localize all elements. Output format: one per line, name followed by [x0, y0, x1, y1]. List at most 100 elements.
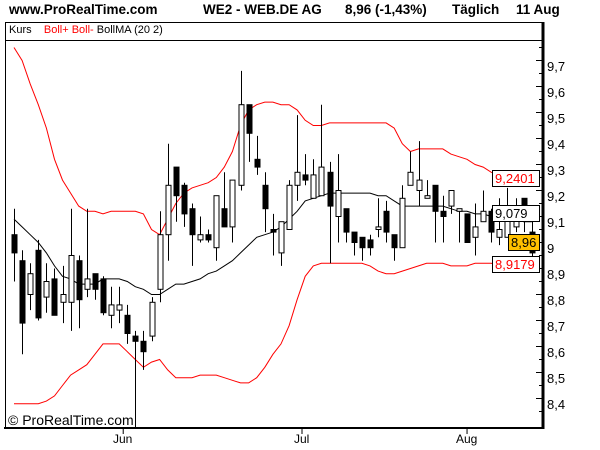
candle-body-up	[496, 229, 503, 238]
candle	[108, 286, 115, 329]
candle	[391, 234, 398, 261]
candle	[424, 180, 431, 199]
candle-body-up	[318, 166, 325, 197]
candle	[132, 330, 139, 428]
y-tick-label: 9	[547, 240, 555, 256]
candle	[149, 297, 156, 342]
candle-body-down	[391, 234, 398, 249]
candle	[448, 190, 455, 214]
candle	[221, 172, 228, 228]
candle	[335, 154, 342, 243]
instrument-title: WE2 - WEB.DE AG	[203, 2, 322, 17]
y-tick-label: 8,8	[547, 292, 566, 308]
candle-body-down	[343, 208, 350, 233]
candle-body-down	[432, 184, 439, 212]
candle-body-up	[149, 301, 156, 337]
candle	[310, 159, 317, 199]
candle	[270, 213, 277, 256]
candle	[367, 234, 374, 256]
legend-bollma: BollMA (20 2)	[96, 24, 163, 36]
candle-body-up	[456, 208, 463, 212]
candle-body-down	[132, 335, 139, 342]
candle-body-up	[472, 226, 479, 238]
candle-body-down	[440, 210, 447, 218]
candle-body-down	[51, 278, 58, 316]
y-tick-label: 8,5	[547, 370, 566, 386]
candle	[246, 104, 253, 162]
candle	[11, 208, 18, 282]
candle	[440, 195, 447, 243]
legend-boll-plus: Boll+	[43, 24, 69, 36]
candle-body-up	[278, 221, 285, 254]
candle-body-down	[11, 234, 18, 254]
legend-kurs: Kurs	[9, 24, 32, 36]
bollinger-middle-ma	[13, 192, 532, 295]
y-tick-label: 9,6	[547, 84, 566, 100]
candle-body-down	[140, 340, 147, 353]
candle-body-up	[84, 278, 91, 290]
candle-body-up	[480, 210, 487, 223]
candle	[51, 268, 58, 316]
candle-body-up	[399, 197, 406, 249]
candle	[278, 221, 285, 266]
candle-body-up	[448, 190, 455, 207]
candle-body-up	[424, 195, 431, 199]
candle	[43, 263, 50, 313]
candle-body-up	[310, 174, 317, 199]
lower-band-value-label: 8,9179	[492, 256, 540, 273]
last-price-label: 8,96	[508, 234, 540, 251]
candle	[27, 263, 34, 311]
candle-body-down	[19, 260, 26, 324]
chart-frame	[5, 22, 544, 428]
candle-body-up	[197, 234, 204, 241]
copyright-watermark: © ProRealTime.com	[8, 412, 134, 428]
candle-body-down	[181, 184, 188, 215]
candle	[383, 200, 390, 243]
candle-body-up	[213, 195, 220, 249]
y-tick-label: 8,6	[547, 344, 566, 360]
candle-body-up	[116, 304, 123, 311]
y-tick-label: 8,9	[547, 266, 566, 282]
candle-body-up	[43, 281, 50, 298]
x-tick-label-jun: Jun	[113, 432, 133, 446]
candle-body-down	[189, 208, 196, 236]
y-tick-label: 9,3	[547, 162, 566, 178]
candle-body-down	[383, 210, 390, 233]
candle	[286, 180, 293, 231]
y-tick-label: 9,4	[547, 136, 566, 152]
candle	[375, 198, 382, 238]
y-tick-label: 9,5	[547, 110, 566, 126]
candle	[472, 203, 479, 256]
candle-body-up	[165, 184, 172, 236]
candle	[213, 195, 220, 261]
candle-body-up	[27, 273, 34, 296]
candle	[76, 255, 83, 329]
candle-body-up	[335, 190, 342, 217]
candle	[19, 250, 26, 355]
candle-body-down	[359, 236, 366, 249]
y-tick-label: 9,7	[547, 58, 566, 74]
candle	[173, 166, 180, 222]
y-tick-label: 9,2	[547, 188, 566, 204]
candle	[327, 161, 334, 264]
candle-body-up	[229, 179, 236, 228]
candle	[318, 104, 325, 197]
site-name: www.ProRealTime.com	[9, 2, 158, 17]
price-change: 8,96 (-1,43%)	[345, 2, 427, 17]
upper-bollinger-band	[13, 47, 532, 236]
upper-band-value-label: 9,2401	[492, 170, 540, 187]
candle-body-up	[157, 234, 164, 290]
candle-body-down	[92, 273, 99, 290]
candle	[456, 208, 463, 243]
candle-body-down	[100, 278, 107, 314]
candle-body-up	[375, 226, 382, 230]
ma-value-label: 9,079	[492, 205, 540, 222]
candle	[205, 229, 212, 243]
candle	[116, 286, 123, 324]
candle	[464, 213, 471, 243]
candle-body-down	[76, 260, 83, 301]
x-tick-label-aug: Aug	[456, 432, 478, 446]
candle-body-down	[124, 314, 131, 334]
candle-body-down	[246, 104, 253, 134]
